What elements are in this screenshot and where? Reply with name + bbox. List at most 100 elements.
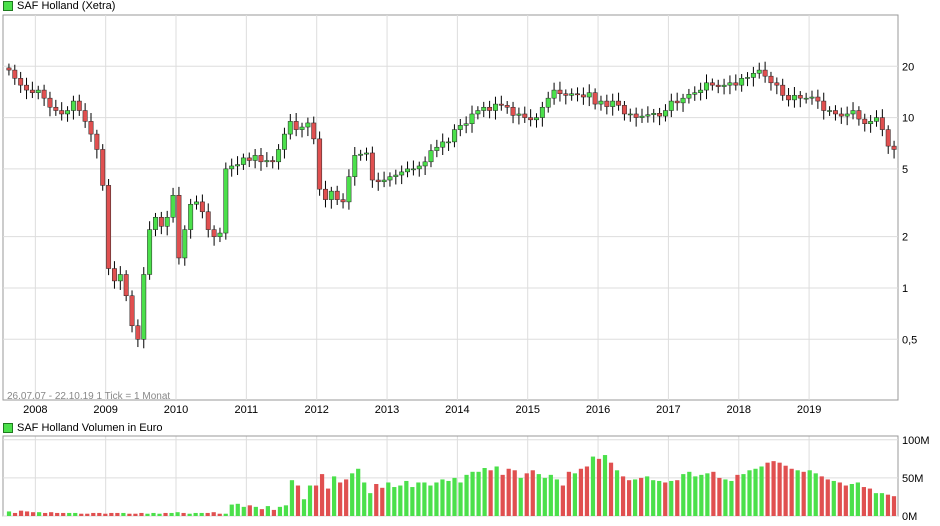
volume-bar	[434, 482, 439, 516]
candle-body	[874, 117, 879, 122]
candle-body	[868, 121, 874, 124]
candle-body	[117, 274, 123, 282]
volume-bar	[12, 512, 18, 516]
candle-body	[6, 67, 12, 71]
candle-body	[29, 89, 35, 93]
volume-bar	[855, 482, 860, 516]
candle-body	[422, 161, 428, 167]
volume-bar	[404, 480, 409, 516]
x-tick-label: 2012	[304, 404, 328, 416]
candle-body	[76, 100, 82, 111]
candle-body	[252, 155, 258, 161]
volume-bar	[464, 474, 469, 516]
candle-body	[217, 232, 223, 237]
candle-body	[399, 171, 405, 176]
volume-bar	[669, 480, 674, 516]
volume-bar	[127, 513, 132, 516]
volume-bar	[235, 503, 240, 516]
candle-body	[704, 82, 709, 91]
volume-bar	[663, 482, 668, 516]
volume-bar	[344, 479, 349, 516]
candle-body	[621, 105, 627, 115]
candle-body	[364, 152, 369, 155]
volume-bar	[199, 512, 204, 516]
candle-body	[393, 174, 399, 177]
volume-bar	[554, 479, 559, 516]
volume-bar	[614, 470, 620, 516]
volume-bar	[861, 487, 866, 516]
candle-body	[111, 268, 117, 282]
x-tick-label: 2013	[375, 404, 399, 416]
candle-body	[457, 125, 463, 130]
volume-bar	[578, 468, 584, 516]
candle-body	[123, 274, 129, 297]
volume-bar	[657, 480, 662, 516]
candle-body	[182, 229, 188, 259]
candle-body	[381, 179, 387, 183]
candle-body	[264, 160, 270, 163]
candle-body	[692, 92, 698, 95]
candle-body	[487, 106, 493, 111]
volume-bar	[813, 473, 818, 516]
candle-body	[35, 89, 41, 93]
volume-bar	[572, 473, 578, 516]
volume-bar	[783, 465, 788, 516]
volume-bar	[193, 512, 198, 516]
candle-body	[815, 96, 821, 102]
volume-bar	[639, 477, 644, 516]
price-legend-label: SAF Holland (Xetra)	[17, 0, 116, 12]
volume-bar	[18, 510, 24, 516]
volume-bar	[139, 512, 144, 516]
volume-bar	[596, 458, 602, 516]
volume-bar	[879, 493, 885, 516]
candle-body	[18, 78, 24, 86]
volume-bar	[693, 476, 698, 516]
volume-bar	[30, 512, 36, 516]
candle-body	[451, 129, 457, 143]
candle-body	[498, 103, 504, 106]
candle-body	[838, 113, 844, 117]
candle-body	[475, 110, 481, 115]
volume-bar	[723, 479, 728, 516]
volume-bar	[759, 466, 764, 516]
candle-body	[510, 106, 516, 116]
volume-bar	[494, 466, 499, 516]
candle-body	[551, 89, 557, 99]
candle-body	[604, 100, 610, 107]
candle-body	[663, 110, 668, 117]
x-tick-label: 2016	[586, 404, 610, 416]
candle-body	[387, 176, 393, 181]
volume-bar	[590, 456, 596, 516]
volume-bar	[560, 485, 565, 516]
volume-bar	[313, 485, 319, 516]
x-tick-label: 2018	[727, 404, 751, 416]
volume-bar	[633, 479, 638, 516]
candle-body	[235, 164, 240, 167]
candle-body	[59, 110, 65, 115]
candle-body	[147, 229, 153, 275]
volume-bar	[705, 473, 710, 516]
volume-bar	[271, 509, 277, 516]
x-tick-label: 2015	[515, 404, 539, 416]
candle-body	[358, 153, 364, 156]
candle-body	[879, 117, 885, 130]
volume-bar	[452, 477, 457, 516]
volume-bar	[428, 485, 433, 516]
volume-bar	[584, 466, 590, 516]
volume-bar	[765, 462, 770, 516]
volume-bar	[85, 513, 90, 516]
volume-bar	[440, 479, 445, 516]
candle-body	[575, 93, 580, 96]
volume-bar	[223, 513, 228, 516]
candle-body	[240, 157, 246, 165]
volume-bar	[247, 505, 252, 516]
volume-bar	[145, 513, 150, 516]
candle-body	[721, 84, 727, 87]
candle-body	[12, 69, 18, 79]
volume-bar	[819, 476, 824, 516]
volume-bar-swatch-icon	[3, 423, 13, 433]
volume-bar	[825, 479, 830, 516]
volume-bar	[777, 462, 782, 516]
candle-body	[258, 155, 264, 163]
candle-body	[188, 203, 194, 230]
